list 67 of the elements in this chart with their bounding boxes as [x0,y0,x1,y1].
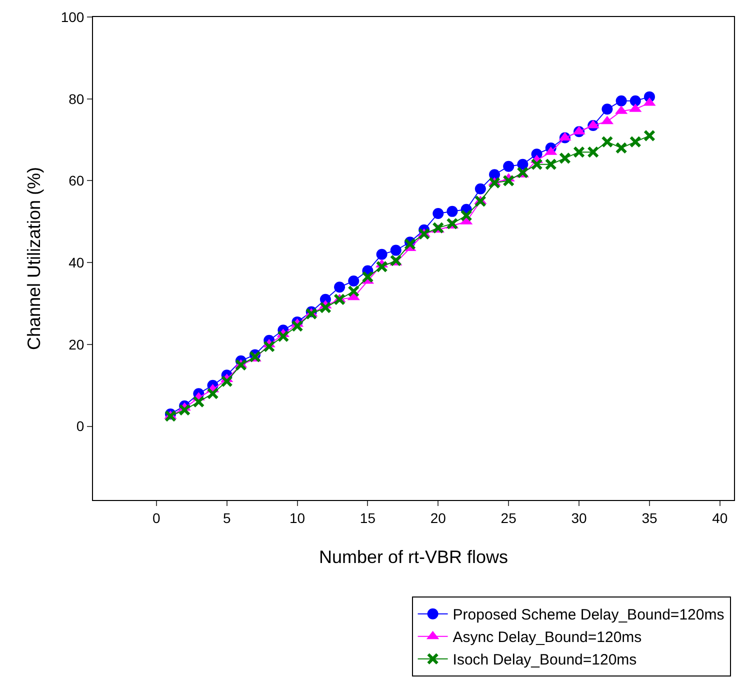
point [474,195,486,208]
point [573,146,586,158]
x-tick-label: 20 [430,510,446,526]
point [263,340,276,352]
point [319,302,332,314]
point [516,166,529,179]
legend-label: Proposed Scheme Delay_Bound=120ms [452,606,724,624]
point [630,95,641,106]
point [234,358,247,371]
x-tick-label: 30 [571,510,588,526]
y-tick-label: 0 [76,418,84,434]
point [432,208,444,219]
point [602,104,613,115]
point [206,388,219,400]
point [404,238,416,250]
point [530,158,543,170]
point [616,95,627,106]
legend-label: Async Delay_Bound=120ms [452,629,642,646]
point [390,244,402,256]
point [334,293,346,306]
point [503,160,514,172]
point [544,158,557,170]
point [643,130,656,142]
x-tick-label: 0 [152,510,160,526]
y-tick-label: 80 [68,90,84,107]
point [390,254,402,267]
point [460,210,472,222]
point [376,260,388,273]
x-axis-title: Number of rt-VBR flows [318,546,508,567]
x-tick-label: 15 [360,510,376,526]
x-tick-label: 35 [642,510,658,526]
point [629,136,642,148]
x-tick-label: 25 [500,510,517,526]
legend-label: Isoch Delay_Bound=120ms [452,652,637,669]
point [362,270,374,283]
point [558,152,571,164]
y-tick-label: 20 [68,336,84,352]
point [376,248,388,260]
point [192,396,205,408]
point [348,276,360,287]
point [615,142,628,154]
point [164,410,176,422]
point [517,158,528,170]
point [502,174,515,187]
point [488,176,501,189]
y-axis-title: Channel Utilization (%) [24,166,44,350]
x-tick-label: 5 [222,510,231,526]
y-tick-label: 40 [68,254,84,270]
point [291,320,304,332]
point [249,350,262,363]
point [601,136,614,148]
point [432,222,444,234]
point [418,228,430,240]
x-tick-label: 10 [289,510,306,526]
y-tick-label: 60 [68,172,84,189]
point [446,206,458,217]
point [334,282,346,293]
point [220,375,233,388]
point [305,308,318,320]
point [178,404,191,416]
point [474,183,486,194]
point [277,330,290,342]
x-tick-label: 40 [712,510,728,526]
point [446,218,458,230]
point [587,146,600,158]
y-tick-label: 100 [60,8,84,25]
point [348,285,360,298]
